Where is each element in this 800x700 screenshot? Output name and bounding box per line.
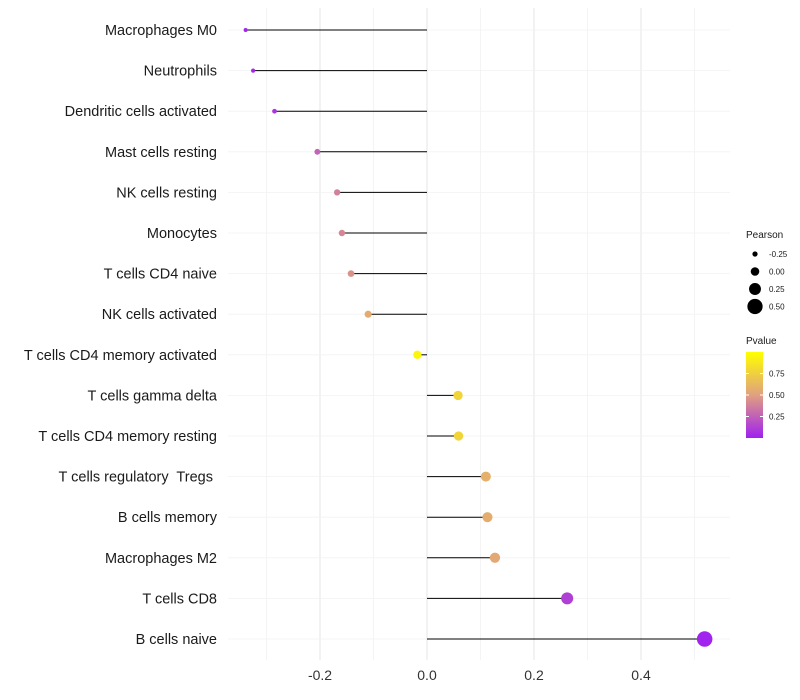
lollipop-point [482, 512, 493, 523]
size-legend-label: 0.25 [769, 285, 785, 294]
x-tick-label: 0.0 [417, 667, 437, 683]
lollipop-point [243, 27, 248, 33]
category-label: Macrophages M2 [105, 551, 217, 567]
color-legend-label: 0.75 [769, 370, 785, 379]
grid-lines [228, 8, 730, 660]
color-legend-label: 0.25 [769, 413, 785, 422]
lollipop-point [314, 148, 321, 155]
color-legend: Pvalue 0.75 0.50 0.25 [746, 336, 785, 438]
category-label: T cells CD4 memory resting [38, 429, 217, 445]
size-legend-label: 0.50 [769, 303, 785, 312]
category-label: T cells CD4 naive [104, 267, 217, 283]
x-axis-ticks: -0.2 0.0 0.2 0.4 [308, 667, 651, 683]
size-legend-key [750, 267, 760, 276]
category-label: NK cells resting [116, 185, 217, 201]
lollipop-point [338, 229, 346, 237]
category-label: T cells regulatory Tregs [59, 470, 218, 486]
lollipop-points [243, 27, 713, 647]
category-label: B cells memory [118, 510, 218, 526]
size-legend-key [752, 251, 758, 257]
category-label: NK cells activated [102, 307, 217, 323]
lollipop-point [453, 431, 464, 441]
size-legend: Pearson -0.25 0.00 0.25 0.50 [746, 230, 788, 315]
category-label: Dendritic cells activated [65, 104, 217, 120]
category-labels: Macrophages M0 Neutrophils Dendritic cells… [24, 23, 218, 648]
x-tick-label: -0.2 [308, 667, 332, 683]
lollipop-point [251, 68, 256, 73]
size-legend-key [747, 298, 763, 315]
lollipop-point [333, 189, 341, 196]
lollipop-segments [245, 29, 705, 640]
size-legend-label: 0.00 [769, 268, 785, 277]
lollipop-point [413, 350, 422, 359]
lollipop-point [364, 310, 372, 318]
lollipop-point [489, 552, 501, 563]
category-label: Mast cells resting [105, 145, 217, 161]
category-label: Macrophages M0 [105, 23, 217, 39]
lollipop-point [561, 592, 574, 605]
color-legend-label: 0.50 [769, 391, 785, 400]
category-label: T cells CD8 [142, 591, 217, 607]
size-legend-title: Pearson [746, 230, 783, 241]
size-legend-key [749, 283, 761, 295]
category-label: Monocytes [147, 226, 217, 242]
lollipop-point [347, 270, 355, 277]
size-legend-label: -0.25 [769, 250, 788, 259]
category-label: Neutrophils [144, 64, 217, 80]
lollipop-point [453, 390, 463, 401]
lollipop-point [696, 631, 713, 647]
color-legend-bar [746, 352, 763, 438]
x-tick-label: 0.2 [524, 667, 544, 683]
category-label: T cells gamma delta [88, 388, 218, 404]
lollipop-point [272, 108, 277, 114]
category-label: B cells naive [136, 632, 217, 648]
x-tick-label: 0.4 [631, 667, 651, 683]
color-legend-title: Pvalue [746, 336, 777, 347]
category-label: T cells CD4 memory activated [24, 348, 217, 364]
lollipop-point [480, 471, 491, 482]
